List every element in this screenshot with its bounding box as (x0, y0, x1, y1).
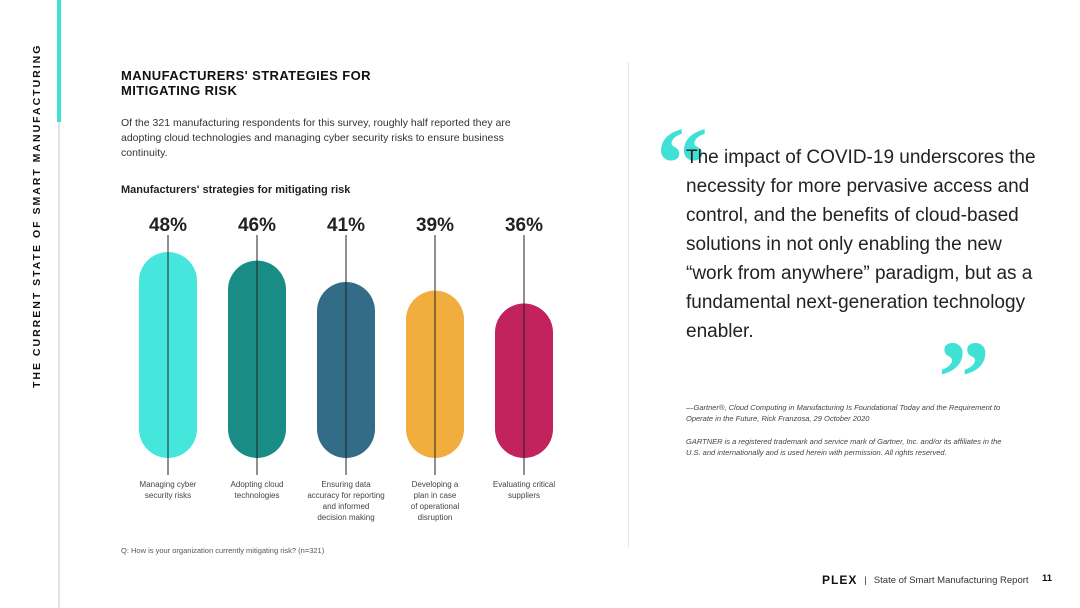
category-label-5: Evaluating critical suppliers (476, 479, 572, 501)
intro-paragraph: Of the 321 manufacturing respondents for… (121, 117, 511, 159)
footer-separator: | (864, 574, 867, 586)
category-label-line: Ensuring data (321, 480, 371, 489)
bar-chart: 48% 46% 41% 39% 36% Managing cyber security r… (110, 205, 590, 535)
chart-svg: 48% 46% 41% 39% 36% (139, 215, 553, 475)
category-label-line: Adopting cloud (230, 480, 284, 489)
category-label-line: and informed (322, 502, 370, 511)
category-label-line: suppliers (507, 491, 540, 500)
trademark-disclaimer: GARTNER is a registered trademark and se… (686, 437, 1002, 457)
value-label-1: 48% (149, 215, 187, 236)
plex-logo: PLEX (822, 573, 858, 587)
category-label-2: Adopting cloud technologies (209, 479, 305, 501)
survey-footnote: Q: How is your organization currently mi… (121, 546, 325, 555)
value-label-4: 39% (416, 215, 454, 236)
value-label-5: 36% (505, 215, 543, 236)
quote-close-mark: ” (938, 320, 990, 435)
quote-attribution: —Gartner®, Cloud Computing in Manufactur… (686, 403, 1001, 423)
category-label-1: Managing cyber security risks (120, 479, 216, 501)
category-label-line: Developing a (411, 480, 459, 489)
footer: PLEX | State of Smart Manufacturing Repo… (822, 573, 1029, 587)
category-label-line: decision making (317, 513, 375, 522)
section-title: MANUFACTURERS' STRATEGIES FOR MITIGATING… (121, 68, 371, 98)
category-label-line: security risks (144, 491, 192, 500)
category-label-line: disruption (417, 513, 453, 522)
quote-open-mark: “ (656, 106, 708, 221)
category-label-line: Evaluating critical (492, 480, 556, 489)
column-divider (628, 62, 629, 548)
quote-text: The impact of COVID-19 underscores the n… (686, 147, 1036, 342)
value-label-2: 46% (238, 215, 276, 236)
report-title: State of Smart Manufacturing Report (873, 574, 1029, 586)
category-label-3: Ensuring data accuracy for reporting and i… (298, 479, 394, 523)
page-number: 11 (1042, 573, 1053, 584)
side-section-label: THE CURRENT STATE OF SMART MANUFACTURING (31, 43, 43, 388)
category-label-line: Managing cyber (139, 480, 197, 489)
side-rule (58, 0, 60, 608)
category-label-line: plan in case (413, 491, 457, 500)
side-rule-accent (57, 0, 61, 122)
category-label-line: of operational (410, 502, 460, 511)
category-label-line: accuracy for reporting (307, 491, 385, 500)
value-label-3: 41% (327, 215, 365, 236)
chart-title: Manufacturers' strategies for mitigating… (121, 184, 351, 196)
category-label-line: technologies (234, 491, 280, 500)
category-label-4: Developing a plan in case of operational di… (387, 479, 483, 523)
